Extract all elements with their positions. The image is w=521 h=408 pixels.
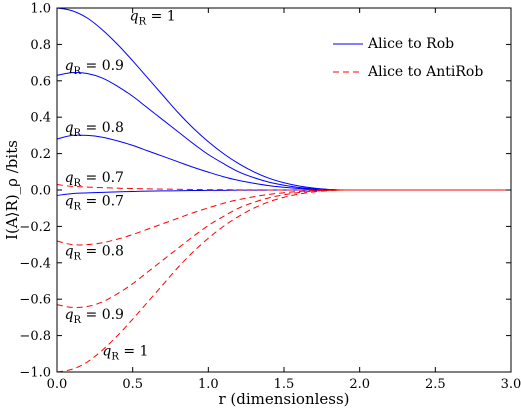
curve-annotation: qR = 0.8 <box>65 120 124 139</box>
x-tick-label: 0.0 <box>47 377 68 392</box>
ticks <box>56 7 512 373</box>
legend-label-rob: Alice to Rob <box>367 36 454 52</box>
annotations: qR = 1 qR = 0.9 qR = 0.8 qR = 0.7 qR = 0.7 qR… <box>65 9 176 363</box>
legend: Alice to Rob Alice to AntiRob <box>333 36 483 80</box>
plot-lines <box>56 7 511 373</box>
series-line-antirob-q09 <box>56 189 511 309</box>
tick-labels: 0.0 0.5 1.0 1.5 2.0 2.5 3.01.00.80.60.40.20.0−… <box>19 2 521 393</box>
legend-label-antirob: Alice to AntiRob <box>367 64 483 80</box>
curve-annotation: qR = 0.7 <box>65 193 124 212</box>
curve-annotation: qR = 1 <box>130 9 176 28</box>
x-tick-label: 1.5 <box>274 377 295 392</box>
y-tick-label: −0.6 <box>19 293 51 308</box>
y-tick-label: −0.4 <box>19 256 51 271</box>
curve-annotation: qR = 0.8 <box>65 244 124 263</box>
x-axis-label: r (dimensionless) <box>218 390 349 408</box>
x-tick-label: 2.0 <box>349 377 370 392</box>
y-axis-label: I(A⟩R)_ρ /bits <box>3 140 21 240</box>
y-tick-label: −0.8 <box>19 329 51 344</box>
y-tick-label: 0.2 <box>30 147 51 162</box>
y-tick-label: −0.2 <box>19 220 51 235</box>
x-tick-label: 3.0 <box>501 377 521 392</box>
curve-annotation: qR = 0.9 <box>65 58 124 77</box>
curve-annotation: qR = 0.9 <box>65 307 124 326</box>
y-tick-label: 1.0 <box>30 2 51 17</box>
x-tick-label: 0.5 <box>122 377 143 392</box>
series-line-rob-q08 <box>56 134 511 191</box>
curve-annotation: qR = 0.7 <box>65 170 124 189</box>
x-tick-label: 2.5 <box>425 377 446 392</box>
y-tick-label: 0.8 <box>30 38 51 53</box>
curve-annotation: qR = 1 <box>102 344 148 363</box>
series-line-antirob-q07 <box>56 184 511 191</box>
y-tick-label: 0.6 <box>30 74 51 89</box>
y-tick-label: 0.0 <box>30 184 51 199</box>
x-tick-label: 1.0 <box>198 377 219 392</box>
series-line-rob-q09 <box>56 71 511 191</box>
y-tick-label: −1.0 <box>19 366 51 381</box>
series-line-antirob-q08 <box>56 189 511 246</box>
y-tick-label: 0.4 <box>30 111 51 126</box>
series-line-antirob-q1 <box>56 189 511 373</box>
